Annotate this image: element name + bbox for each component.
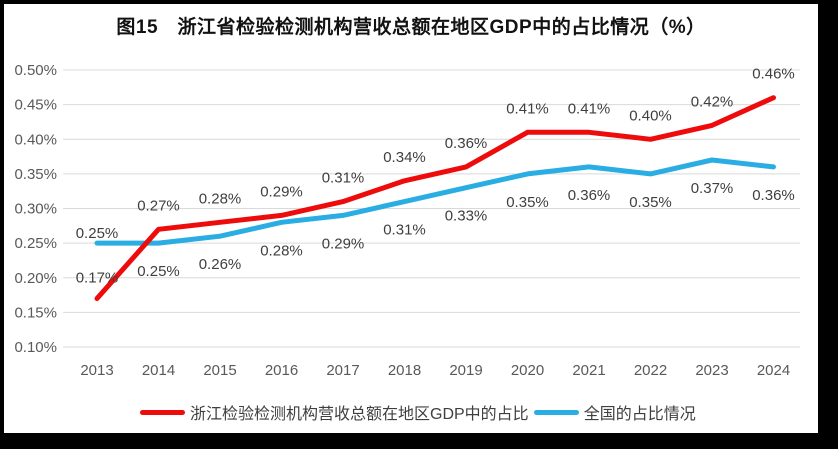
y-tick-label: 0.10% (14, 339, 57, 356)
x-tick-label: 2016 (265, 362, 298, 379)
data-label: 0.29% (260, 183, 303, 200)
data-label: 0.34% (383, 149, 426, 166)
data-label: 0.36% (445, 135, 488, 152)
y-tick-label: 0.25% (14, 235, 57, 252)
x-tick-label: 2020 (511, 362, 544, 379)
x-tick-label: 2018 (388, 362, 421, 379)
x-tick-label: 2021 (572, 362, 605, 379)
data-label: 0.31% (322, 170, 365, 187)
data-label: 0.42% (691, 93, 734, 110)
x-tick-label: 2013 (80, 362, 113, 379)
legend-label-national: 全国的占比情况 (583, 406, 696, 423)
y-tick-label: 0.45% (14, 97, 57, 114)
data-label: 0.35% (629, 194, 672, 211)
legend-line-national-swatch (533, 409, 579, 415)
series-line (94, 95, 776, 301)
data-label: 0.36% (568, 187, 611, 204)
x-tick-label: 2023 (695, 362, 728, 379)
y-tick-label: 0.50% (14, 62, 57, 79)
data-label: 0.28% (199, 190, 242, 207)
x-tick-label: 2015 (203, 362, 236, 379)
data-label: 0.41% (568, 100, 611, 117)
y-tick-label: 0.40% (14, 131, 57, 148)
data-label: 0.28% (260, 242, 303, 259)
legend-line-zhejiang-swatch (140, 409, 185, 415)
data-label: 0.25% (137, 263, 180, 280)
data-label: 0.40% (629, 107, 672, 124)
data-label: 0.17% (76, 270, 119, 287)
x-tick-label: 2022 (634, 362, 667, 379)
data-label: 0.41% (506, 100, 549, 117)
data-label: 0.31% (383, 222, 426, 239)
data-label: 0.33% (445, 208, 488, 225)
data-label: 0.35% (506, 194, 549, 211)
x-tick-label: 2024 (757, 362, 790, 379)
x-tick-label: 2014 (142, 362, 175, 379)
chart-title: 图15 浙江省检验检测机构营收总额在地区GDP中的占比情况（%） (116, 17, 706, 38)
data-label: 0.26% (199, 256, 242, 273)
line-chart: 0.50% 0.45% 0.40% 0.35% 0.30% 0.25% 0.20% 0.15%… (14, 62, 800, 379)
data-label: 0.27% (137, 197, 180, 214)
y-tick-label: 0.15% (14, 304, 57, 321)
legend: 浙江检验检测机构营收总额在地区GDP中的占比 全国的占比情况 (140, 400, 696, 424)
y-tick-label: 0.20% (14, 270, 57, 287)
data-label: 0.37% (691, 180, 734, 197)
y-tick-label: 0.30% (14, 201, 57, 218)
legend-label-zhejiang: 浙江检验检测机构营收总额在地区GDP中的占比 (190, 406, 529, 423)
data-label: 0.25% (76, 225, 119, 242)
y-tick-label: 0.35% (14, 166, 57, 183)
data-label: 0.46% (752, 66, 795, 83)
x-tick-label: 2017 (326, 362, 359, 379)
data-label: 0.29% (322, 235, 365, 252)
data-label: 0.36% (752, 187, 795, 204)
x-tick-label: 2019 (449, 362, 482, 379)
series-line (94, 157, 776, 246)
chart-canvas: 0.50% 0.45% 0.40% 0.35% 0.30% 0.25% 0.20% 0.15%… (4, 4, 818, 433)
